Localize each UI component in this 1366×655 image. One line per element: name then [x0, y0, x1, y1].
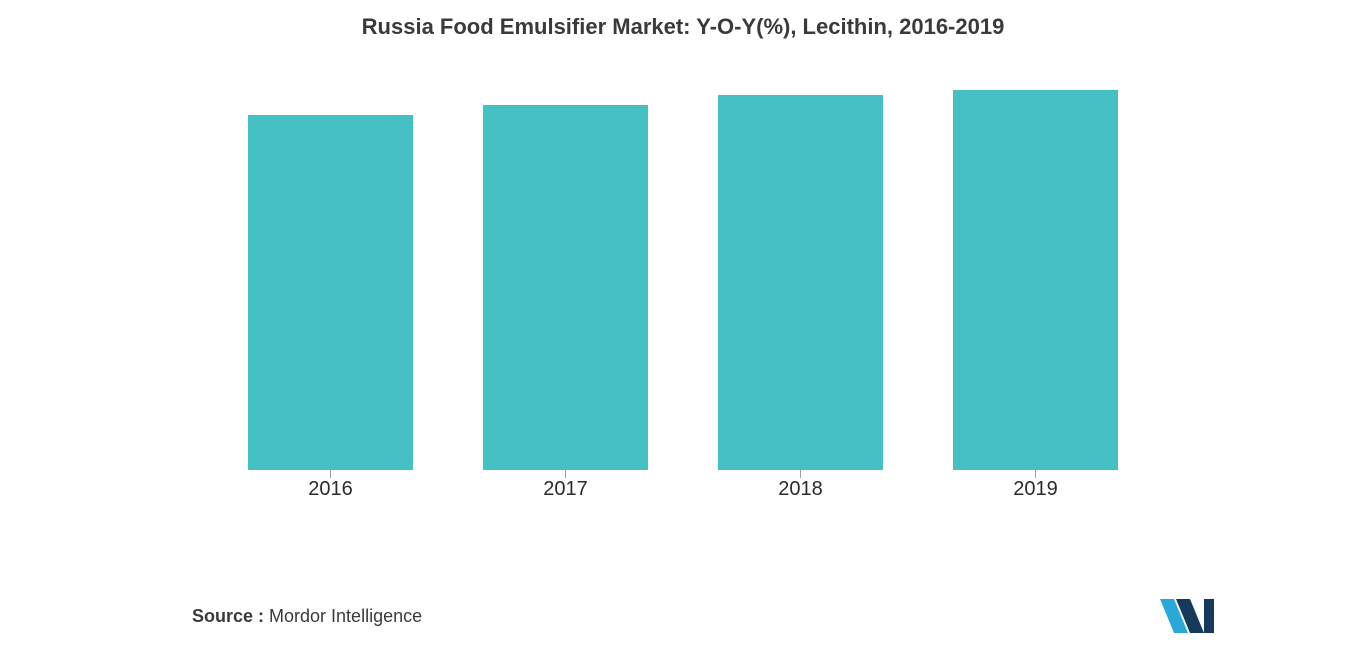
- xtick-2018: [800, 470, 801, 478]
- bar-2018: [718, 95, 883, 470]
- bar-2016: [248, 115, 413, 470]
- xtick-2016: [330, 470, 331, 478]
- source-attribution: Source : Mordor Intelligence: [192, 606, 422, 627]
- bar-2019: [953, 90, 1118, 470]
- xtick-2019: [1035, 470, 1036, 478]
- xlabel-2017: 2017: [543, 478, 588, 501]
- chart-container: Russia Food Emulsifier Market: Y-O-Y(%),…: [0, 0, 1366, 655]
- chart-title: Russia Food Emulsifier Market: Y-O-Y(%),…: [0, 14, 1366, 40]
- chart-plot-area: [248, 90, 1118, 470]
- source-name: Mordor Intelligence: [264, 606, 422, 626]
- xlabel-2018: 2018: [778, 478, 823, 501]
- brand-logo-svg: [1160, 599, 1216, 633]
- bar-2017: [483, 105, 648, 470]
- source-label: Source :: [192, 606, 264, 626]
- brand-logo: [1160, 599, 1216, 633]
- xlabel-2019: 2019: [1013, 478, 1058, 501]
- xtick-2017: [565, 470, 566, 478]
- xlabel-2016: 2016: [308, 478, 353, 501]
